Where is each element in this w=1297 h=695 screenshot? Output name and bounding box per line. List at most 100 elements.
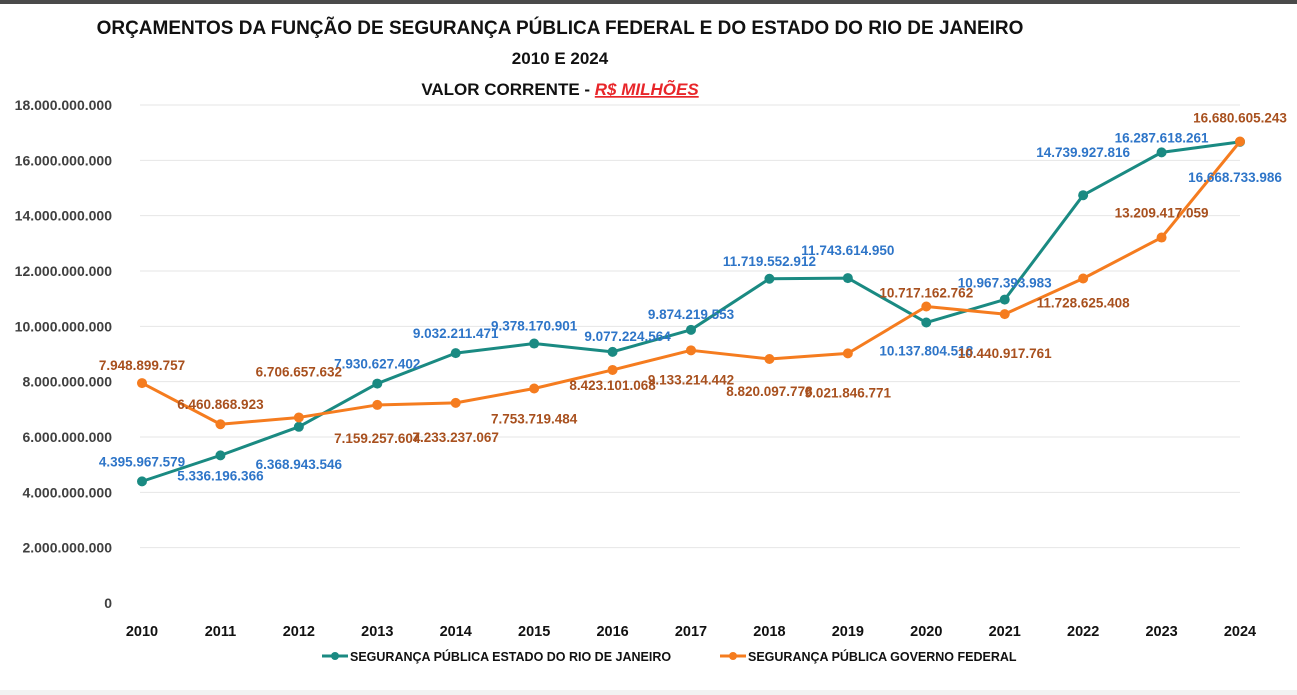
- data-point-federal: [1078, 273, 1089, 284]
- data-label-rio: 9.032.211.471: [413, 326, 499, 341]
- data-label-federal: 8.423.101.068: [569, 378, 656, 393]
- y-tick-label: 4.000.000.000: [22, 484, 112, 500]
- data-point-federal: [293, 412, 304, 423]
- top-border-bar: [0, 0, 1297, 4]
- x-tick-label: 2019: [832, 624, 864, 640]
- data-point-federal: [137, 378, 147, 389]
- data-point-federal: [372, 399, 383, 410]
- data-label-federal: 9.021.846.771: [805, 385, 892, 400]
- data-label-federal: 9.133.214.442: [648, 372, 734, 387]
- subtitle-units-highlight: R$ MILHÕES: [595, 79, 700, 99]
- x-tick-label: 2014: [440, 624, 472, 640]
- data-point-rio: [215, 450, 226, 461]
- y-tick-label: 16.000.000.000: [15, 152, 113, 168]
- data-label-federal: 7.159.257.604: [334, 431, 421, 446]
- y-tick-label: 0: [104, 595, 112, 611]
- data-label-federal: 10.440.917.761: [958, 346, 1052, 361]
- x-tick-label: 2013: [361, 624, 393, 640]
- data-label-federal: 11.728.625.408: [1037, 296, 1131, 311]
- y-tick-label: 14.000.000.000: [15, 208, 113, 224]
- x-tick-label: 2016: [596, 624, 628, 640]
- data-point-federal: [999, 309, 1010, 320]
- data-point-federal: [1235, 136, 1245, 147]
- data-label-rio: 14.739.927.816: [1036, 145, 1130, 160]
- data-point-rio: [372, 378, 383, 389]
- x-tick-label: 2022: [1067, 624, 1099, 640]
- data-label-federal: 13.209.417.059: [1115, 206, 1209, 221]
- data-label-federal: 6.460.868.923: [177, 397, 264, 412]
- legend-item-federal[interactable]: SEGURANÇA PÚBLICA GOVERNO FEDERAL: [720, 649, 1017, 664]
- data-label-federal: 10.717.162.762: [879, 285, 973, 300]
- x-tick-label: 2015: [518, 624, 550, 640]
- x-tick-label: 2010: [126, 624, 158, 640]
- y-tick-label: 2.000.000.000: [22, 540, 112, 556]
- gridlines: [140, 104, 1240, 549]
- x-tick-label: 2017: [675, 624, 707, 640]
- subtitle-units-prefix: VALOR CORRENTE -: [421, 80, 594, 99]
- x-tick-label: 2020: [910, 624, 942, 640]
- data-point-rio: [450, 348, 461, 359]
- data-label-federal: 7.948.899.757: [99, 358, 185, 373]
- y-tick-label: 12.000.000.000: [15, 263, 113, 279]
- legend: SEGURANÇA PÚBLICA ESTADO DO RIO DE JANEI…: [322, 649, 1017, 664]
- data-point-rio: [607, 346, 618, 357]
- data-point-federal: [607, 364, 618, 375]
- data-label-federal: 7.753.719.484: [491, 411, 578, 426]
- data-point-federal: [921, 301, 932, 312]
- chart-subtitle-units: VALOR CORRENTE - R$ MILHÕES: [421, 79, 699, 99]
- data-point-rio: [293, 421, 304, 432]
- data-point-federal: [529, 383, 540, 394]
- chart-title-group: ORÇAMENTOS DA FUNÇÃO DE SEGURANÇA PÚBLIC…: [97, 17, 1024, 99]
- data-label-federal: 8.820.097.778: [726, 384, 813, 399]
- chart-subtitle: 2010 E 2024: [512, 49, 609, 68]
- data-label-federal: 16.680.605.243: [1193, 111, 1287, 126]
- data-point-rio: [1078, 190, 1089, 201]
- data-label-rio: 11.719.552.912: [723, 254, 816, 269]
- y-tick-label: 6.000.000.000: [22, 429, 112, 445]
- data-point-federal: [686, 345, 696, 356]
- x-tick-label: 2024: [1224, 624, 1256, 640]
- data-point-federal: [764, 353, 775, 364]
- data-label-rio: 16.668.733.986: [1188, 170, 1282, 185]
- legend-label: SEGURANÇA PÚBLICA ESTADO DO RIO DE JANEI…: [350, 649, 671, 664]
- legend-item-rio[interactable]: SEGURANÇA PÚBLICA ESTADO DO RIO DE JANEI…: [322, 649, 671, 664]
- x-tick-label: 2011: [205, 624, 236, 640]
- y-tick-label: 8.000.000.000: [22, 374, 112, 390]
- data-label-rio: 10.967.393.983: [958, 276, 1052, 291]
- data-label-federal: 6.706.657.632: [256, 364, 342, 379]
- legend-marker-icon: [729, 652, 737, 660]
- data-label-rio: 4.395.967.579: [99, 454, 185, 469]
- data-label-rio: 11.743.614.950: [801, 243, 894, 258]
- y-axis: 0 2.000.000.000 4.000.000.000 6.000.000.000…: [15, 97, 113, 611]
- data-label-federal: 7.233.237.067: [413, 430, 499, 445]
- data-point-federal: [1156, 232, 1167, 243]
- data-point-rio: [764, 273, 775, 284]
- data-label-rio: 9.874.219.553: [648, 307, 735, 322]
- legend-label: SEGURANÇA PÚBLICA GOVERNO FEDERAL: [748, 649, 1017, 664]
- x-tick-label: 2012: [283, 624, 315, 640]
- y-tick-label: 10.000.000.000: [15, 318, 113, 334]
- data-point-rio: [1156, 147, 1167, 158]
- data-point-rio: [921, 317, 932, 328]
- data-point-rio: [842, 273, 853, 284]
- data-point-federal: [842, 348, 853, 359]
- data-label-rio: 5.336.196.366: [177, 468, 264, 483]
- x-tick-label: 2021: [989, 624, 1021, 640]
- data-point-rio: [137, 476, 147, 487]
- bottom-border-band: [0, 690, 1297, 695]
- data-point-federal: [215, 419, 226, 430]
- data-label-rio: 16.287.618.261: [1115, 130, 1209, 145]
- x-tick-label: 2023: [1145, 624, 1177, 640]
- data-label-rio: 7.930.627.402: [334, 357, 420, 372]
- x-axis: 2010 2011 2012 2013 2014 2015 2016 2017 2018 2019…: [126, 624, 1256, 640]
- data-point-federal: [450, 397, 461, 408]
- data-label-rio: 6.368.943.546: [256, 457, 343, 472]
- data-label-rio: 9.077.224.564: [584, 329, 671, 344]
- data-point-rio: [529, 338, 540, 349]
- chart-title: ORÇAMENTOS DA FUNÇÃO DE SEGURANÇA PÚBLIC…: [97, 17, 1024, 39]
- x-tick-label: 2018: [753, 624, 785, 640]
- data-label-rio: 9.378.170.901: [491, 319, 578, 334]
- y-tick-label: 18.000.000.000: [15, 97, 113, 113]
